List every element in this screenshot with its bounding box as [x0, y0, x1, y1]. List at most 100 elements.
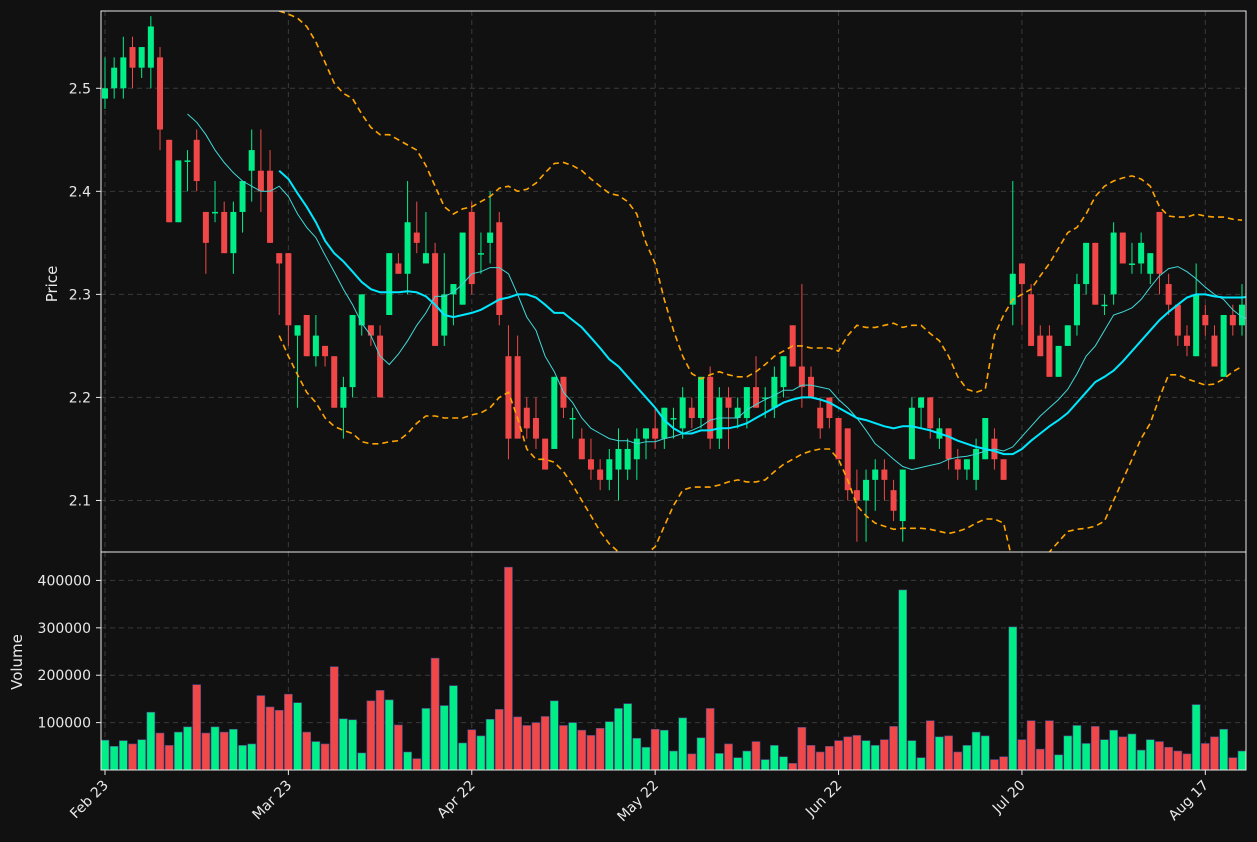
- price-tick-label: 2.4: [69, 184, 91, 200]
- candle-body: [606, 459, 613, 480]
- price-tick-label: 2.3: [69, 287, 91, 303]
- volume-bar: [540, 716, 550, 770]
- volume-bar: [329, 666, 339, 770]
- candle-body: [973, 448, 980, 480]
- sma-long-line: [278, 169, 1246, 456]
- volume-bar: [595, 727, 605, 770]
- volume-bar: [825, 746, 834, 770]
- candle-body: [432, 253, 439, 346]
- candle-body: [202, 211, 209, 243]
- volume-bar: [513, 716, 522, 770]
- volume-bar: [522, 725, 532, 770]
- volume-bar: [274, 709, 284, 770]
- candle-body: [808, 376, 815, 398]
- candle-body: [349, 314, 356, 388]
- volume-bar: [366, 700, 376, 770]
- volume-bar: [485, 718, 495, 770]
- volume-bar: [889, 726, 898, 770]
- volume-bar: [1109, 729, 1118, 770]
- candle-body: [679, 397, 686, 429]
- candle-body: [1073, 284, 1080, 326]
- sma-short-line: [187, 113, 1246, 471]
- candle-body: [386, 253, 393, 315]
- volume-bar: [880, 739, 889, 770]
- candle-body: [661, 407, 668, 439]
- volume-bar: [705, 708, 715, 770]
- volume-bar: [1008, 626, 1018, 770]
- bollinger-upper-line: [278, 11, 1243, 394]
- candle-body: [578, 438, 585, 460]
- volume-bar: [357, 752, 367, 770]
- candle-body: [642, 428, 649, 439]
- candle-body: [514, 356, 521, 439]
- candle-body: [1183, 335, 1190, 346]
- candle-body: [239, 181, 246, 212]
- candle-body: [267, 170, 274, 243]
- candle-body: [285, 253, 292, 326]
- candle-body: [1193, 294, 1200, 357]
- volume-bar: [201, 732, 211, 770]
- candle-body: [166, 139, 173, 223]
- volume-bar: [458, 742, 467, 770]
- volume-bar: [476, 735, 486, 770]
- volume-bar: [779, 756, 788, 770]
- candle-body: [1009, 273, 1016, 305]
- candle-body: [899, 469, 906, 522]
- volume-bar: [284, 693, 293, 770]
- volume-bar: [155, 732, 165, 770]
- candle-body: [982, 418, 989, 460]
- volume-bar: [605, 721, 614, 770]
- price-tick-label: 2.1: [69, 493, 91, 509]
- volume-bar: [549, 700, 559, 770]
- candle-body: [1128, 263, 1135, 265]
- volume-bar: [109, 746, 119, 770]
- candle-body: [404, 222, 411, 274]
- volume-bar: [238, 745, 247, 770]
- candle-body: [175, 160, 182, 223]
- volume-bar: [210, 726, 220, 770]
- volume-bar: [1164, 746, 1173, 770]
- price-tick-label: 2.5: [69, 81, 91, 97]
- volume-bar: [467, 729, 477, 770]
- candle-body: [102, 88, 108, 99]
- volume-bar: [834, 740, 843, 770]
- price-tick-label: 2.2: [69, 390, 91, 406]
- candle-body: [1046, 335, 1053, 377]
- volume-bar: [843, 736, 853, 770]
- volume-bar: [1210, 736, 1219, 770]
- candle-body: [908, 407, 915, 460]
- candle-body: [872, 469, 879, 480]
- volume-bar: [384, 699, 394, 770]
- candle-body: [597, 469, 604, 480]
- volume-bar: [568, 722, 577, 770]
- volume-bar: [852, 735, 862, 770]
- candle-body: [1101, 304, 1108, 307]
- volume-bar: [302, 731, 312, 770]
- volume-bar: [559, 725, 568, 770]
- volume-bar: [797, 727, 807, 770]
- volume-bar: [1063, 735, 1073, 770]
- volume-bar: [760, 759, 770, 770]
- candle-body: [1092, 242, 1099, 305]
- volume-bar: [770, 745, 779, 770]
- volume-bar: [531, 722, 541, 770]
- candle-body: [1119, 232, 1126, 264]
- candle-body: [358, 294, 365, 326]
- candle-body: [193, 139, 200, 182]
- candle-body: [863, 479, 870, 501]
- volume-bar: [641, 746, 651, 770]
- candle-body: [477, 253, 484, 255]
- volume-bar: [632, 737, 642, 770]
- volume-bar: [229, 728, 238, 770]
- candle-body: [1211, 335, 1218, 367]
- volume-bar: [192, 684, 201, 770]
- volume-bar: [1228, 757, 1238, 770]
- volume-bar: [935, 736, 944, 770]
- volume-bar: [1054, 754, 1063, 770]
- candle-body: [652, 428, 659, 439]
- candle-body: [688, 407, 695, 419]
- volume-bar: [678, 717, 687, 770]
- candle-body: [303, 314, 310, 357]
- volume-bar: [1017, 739, 1027, 770]
- volume-bars: [101, 566, 1246, 770]
